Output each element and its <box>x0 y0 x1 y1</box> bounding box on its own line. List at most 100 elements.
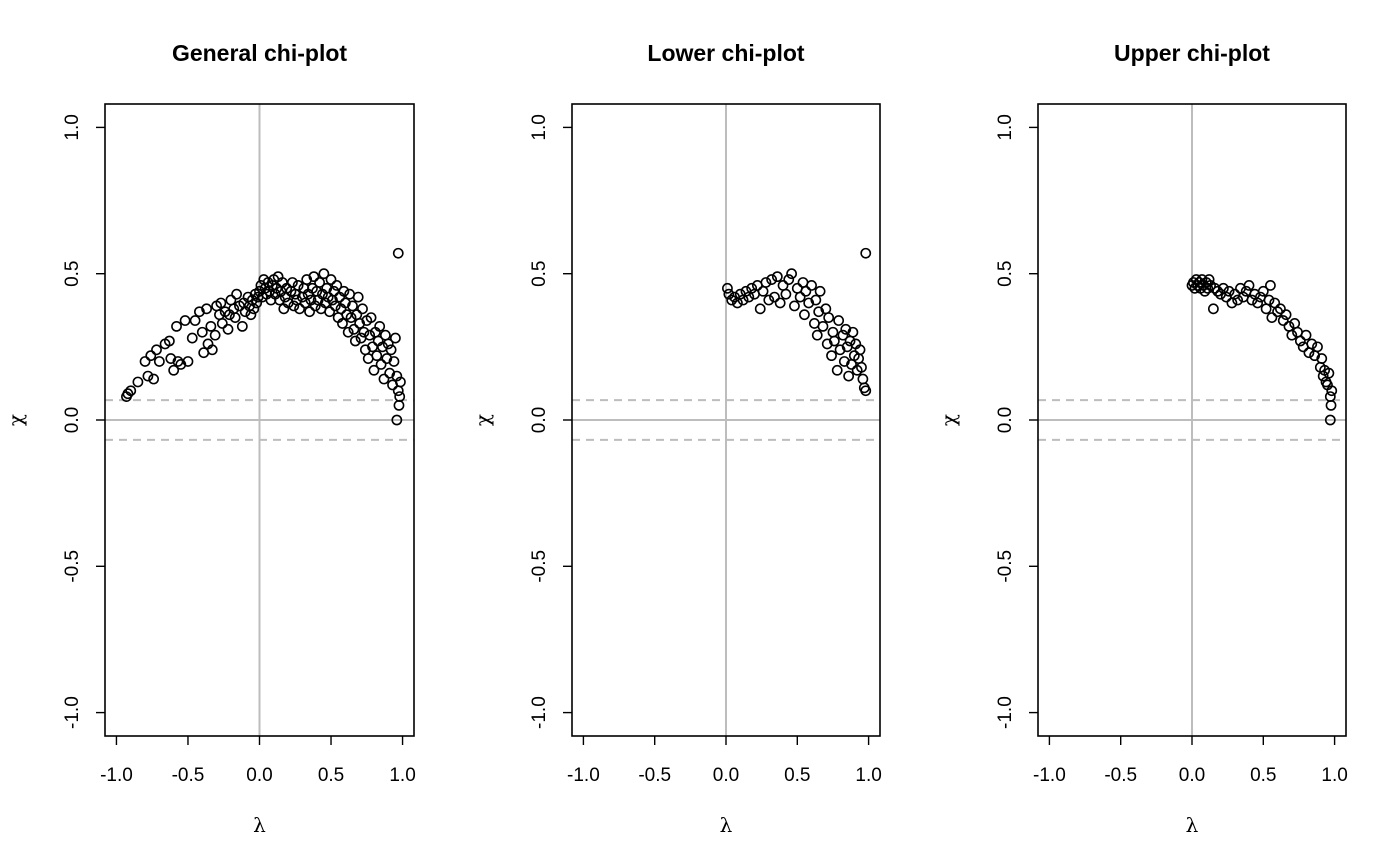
data-point <box>287 277 298 288</box>
data-point <box>145 350 157 362</box>
data-point <box>142 370 154 382</box>
data-point <box>382 338 394 350</box>
data-point <box>813 306 825 318</box>
data-point <box>826 350 837 362</box>
data-point <box>165 353 177 364</box>
data-point <box>1265 280 1276 291</box>
data-point <box>774 297 786 309</box>
data-point <box>827 326 839 338</box>
data-point <box>331 280 343 291</box>
y-tick-label: -0.5 <box>995 550 1016 583</box>
x-tick-label: 1.0 <box>855 765 881 786</box>
data-point <box>209 329 221 341</box>
data-point <box>337 318 348 329</box>
x-axis-label: λ <box>1186 813 1199 837</box>
chart-title: General chi-plot <box>172 40 347 66</box>
x-tick-label: -1.0 <box>1033 765 1066 786</box>
data-point <box>1263 294 1275 306</box>
data-point <box>789 300 800 312</box>
data-point <box>794 291 806 303</box>
data-point <box>1324 414 1336 426</box>
data-point <box>837 329 849 341</box>
data-point <box>843 370 855 382</box>
data-point <box>394 391 406 402</box>
data-point <box>857 373 869 385</box>
data-point <box>860 385 872 397</box>
data-point <box>179 315 191 326</box>
data-point <box>345 312 357 323</box>
chart-title: Upper chi-plot <box>1114 40 1270 66</box>
data-point <box>1207 303 1219 315</box>
data-point <box>1275 303 1286 315</box>
data-point <box>1306 338 1318 350</box>
y-tick-label: 1.0 <box>529 114 550 140</box>
data-point <box>358 326 370 338</box>
data-point <box>803 297 815 309</box>
data-point <box>325 274 337 285</box>
data-point <box>833 315 845 326</box>
data-point <box>348 323 360 335</box>
data-point <box>365 312 377 323</box>
y-tick-label: 1.0 <box>62 114 83 140</box>
data-point <box>304 306 315 318</box>
data-point <box>847 326 859 338</box>
data-point <box>828 335 840 347</box>
y-tick-label: 0.5 <box>995 260 1016 286</box>
x-tick-label: 1.0 <box>1321 765 1347 786</box>
data-point <box>139 356 151 367</box>
x-axis-label: λ <box>253 813 266 837</box>
data-point <box>395 376 406 388</box>
data-point <box>132 376 144 388</box>
data-point <box>838 356 850 367</box>
y-axis-label: χ <box>937 414 961 426</box>
chart-panel-2: Lower chi-plot -1.0 -0.5 0.0 0.5 1.0 -1.0 -0.5 0… <box>471 40 882 837</box>
y-tick-label: -1.0 <box>995 696 1016 729</box>
data-point <box>215 297 227 309</box>
data-point <box>1203 274 1215 285</box>
y-axis-label: χ <box>471 414 495 426</box>
data-point <box>393 399 405 411</box>
data-point <box>171 320 182 332</box>
y-tick-label: -0.5 <box>529 550 550 583</box>
data-point <box>1323 367 1335 379</box>
data-point <box>122 388 134 400</box>
data-point <box>368 364 380 376</box>
data-point <box>357 303 368 315</box>
data-point <box>352 291 364 303</box>
data-point <box>319 297 331 309</box>
x-tick-label: 0.0 <box>246 765 272 786</box>
y-tick-label: 0.0 <box>529 407 550 433</box>
data-point <box>1212 285 1224 297</box>
data-point <box>817 320 829 332</box>
data-point <box>148 373 160 385</box>
data-point <box>821 338 833 350</box>
x-tick-label: -1.0 <box>100 765 133 786</box>
x-tick-label: 1.0 <box>389 765 415 786</box>
data-point <box>1190 274 1202 285</box>
data-point <box>354 318 366 329</box>
data-point <box>292 280 304 291</box>
data-point <box>248 303 260 315</box>
x-tick-label: 0.5 <box>1250 765 1276 786</box>
y-tick-label: 0.0 <box>62 407 83 433</box>
data-point <box>726 294 738 306</box>
data-point <box>231 288 243 300</box>
data-point <box>186 332 198 344</box>
x-tick-label: -0.5 <box>172 765 205 786</box>
data-point <box>806 280 817 291</box>
data-point <box>391 370 403 382</box>
data-point <box>338 285 350 297</box>
data-point <box>1300 329 1312 341</box>
data-point <box>222 323 234 335</box>
data-point <box>1277 315 1289 326</box>
data-point <box>766 274 778 285</box>
data-point <box>811 329 823 341</box>
data-point <box>800 285 812 297</box>
data-point <box>328 285 340 297</box>
data-point <box>1317 370 1329 382</box>
data-point <box>754 303 766 315</box>
data-point <box>1316 353 1328 364</box>
data-point <box>814 285 826 297</box>
data-point <box>1257 285 1269 297</box>
